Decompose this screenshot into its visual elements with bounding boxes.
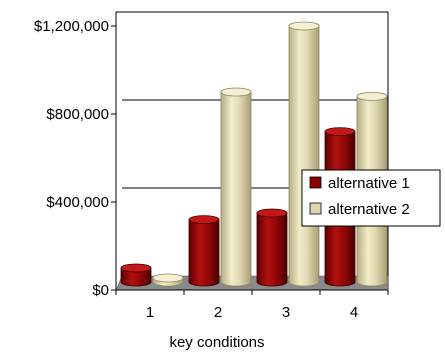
bar-top: [356, 92, 388, 101]
legend-label-0: alternative 1: [328, 175, 410, 192]
y-tick-label-1: $400,000: [46, 194, 109, 211]
bar-body: [120, 267, 152, 287]
bar-top: [324, 127, 356, 137]
bar-body: [288, 25, 320, 287]
bar-alternative-1-3: [256, 208, 288, 287]
y-tick-label-0: $0: [92, 282, 109, 299]
bar-alternative-2-3: [288, 21, 320, 287]
legend-swatch-0: [309, 176, 322, 189]
plot-frame: [115, 11, 389, 290]
x-axis: 1 2 3 4: [115, 290, 389, 321]
x-tick-label-1: 2: [214, 304, 222, 321]
y-axis: $0 $400,000 $800,000 $1,200,000: [34, 18, 116, 299]
bar-body: [220, 91, 252, 287]
bars: [120, 21, 388, 287]
legend: alternative 1 alternative 2: [301, 169, 441, 227]
bar-alternative-1-2: [188, 215, 220, 287]
x-tick-label-2: 3: [282, 304, 290, 321]
bar-top: [120, 263, 152, 273]
bar-top: [288, 21, 320, 31]
bar-top: [256, 208, 288, 218]
legend-swatch-1: [309, 202, 322, 215]
legend-box: [301, 169, 441, 227]
bar-alternative-2-1: [152, 273, 184, 287]
bar-alternative-1-1: [120, 263, 152, 287]
y-tick-label-2: $800,000: [46, 106, 109, 123]
bar-body: [256, 212, 288, 287]
x-tick-label-0: 1: [146, 304, 154, 321]
bar-body: [188, 219, 220, 287]
x-tick-label-3: 4: [350, 304, 358, 321]
bar-top: [220, 87, 252, 97]
x-axis-label: key conditions: [169, 334, 264, 351]
y-tick-label-3: $1,200,000: [34, 18, 109, 35]
bar-top: [152, 273, 184, 283]
bar-alternative-2-2: [220, 87, 252, 287]
bar-top: [188, 215, 220, 225]
legend-label-1: alternative 2: [328, 201, 410, 218]
